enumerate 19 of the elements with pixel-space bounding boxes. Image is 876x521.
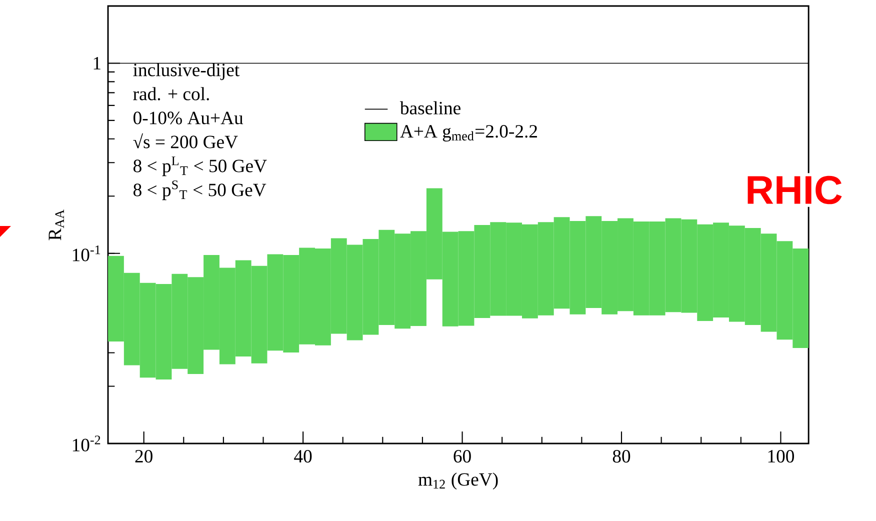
legend-label: baseline (400, 101, 460, 114)
x-tick-label: 100 (768, 450, 794, 463)
annotation: 8 < p$^{S}$$_{T}$ < 50 GeV (134, 180, 266, 200)
x-tick-label: 40 (294, 450, 312, 463)
x-tick-label: 60 (454, 450, 471, 463)
y-tick-label: 1 (94, 57, 100, 70)
annotation: RHIC (748, 176, 842, 204)
annotation: 0-10% Au+Au (134, 112, 244, 124)
annotation: 8 < p$^{L}$$_{T}$ < 50 GeV (134, 156, 267, 176)
y-axis-title: R$_{AA}$ (48, 210, 64, 240)
y-tick-label: 10$^{-2}$ (72, 436, 100, 452)
annotation: inclusive-dijet (133, 63, 240, 80)
legend-label: A+A g$_{med}$=2.0-2.2 (400, 125, 537, 142)
x-tick-label: 80 (612, 450, 630, 463)
annotation: √s = 200 GeV (133, 133, 238, 148)
x-tick-label: 20 (135, 450, 152, 463)
x-axis-title: m$_{12}$ (GeV) (418, 472, 498, 490)
annotation: rad. + col. (133, 87, 209, 100)
y-tick-label: 10$^{-1}$ (72, 245, 100, 262)
